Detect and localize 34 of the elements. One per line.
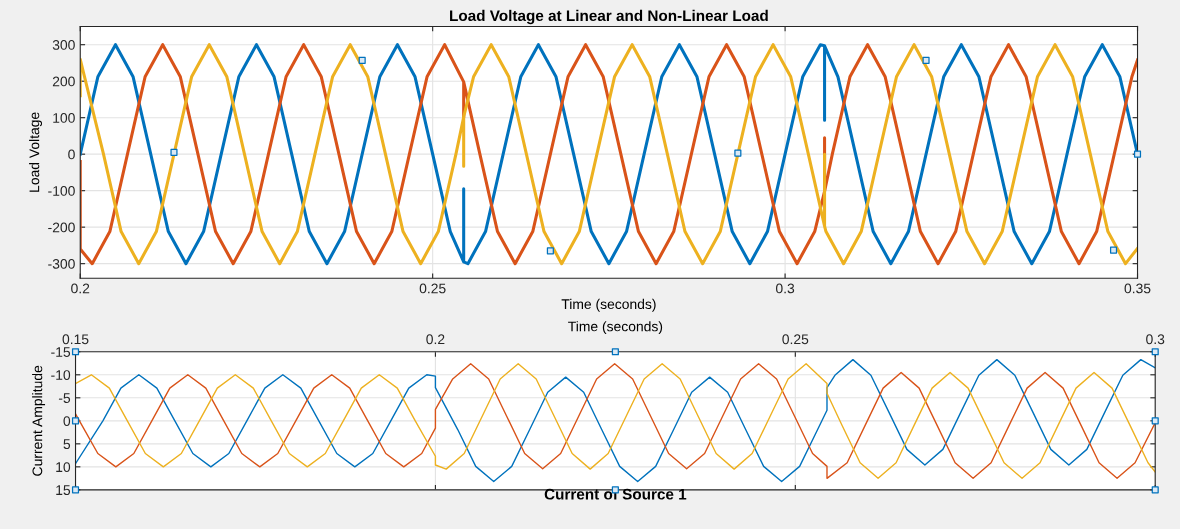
y-tick-label: -15: [51, 347, 71, 357]
y-tick-label: 0: [68, 149, 75, 160]
y-tick-label: 300: [52, 40, 75, 50]
y-tick-label: 5: [63, 439, 71, 449]
x-tick-label: 0.35: [1124, 283, 1151, 294]
chart-title: Load Voltage at Linear and Non-Linear Load: [450, 9, 768, 25]
point: [546, 247, 554, 255]
y-tick-label: -200: [48, 222, 75, 233]
point: [611, 348, 619, 356]
y-tick-label: 0: [63, 416, 71, 426]
x-tick-label: 0.25: [419, 283, 446, 294]
y-tick-label: -100: [48, 186, 75, 196]
y-axis-title: Current Amplitude: [32, 365, 46, 476]
point: [1109, 246, 1118, 254]
x-tick-label: 0.3: [775, 283, 795, 294]
y-tick-label: 200: [52, 76, 75, 87]
x-axis-title: Time (seconds): [561, 298, 656, 312]
x-tick-label: 0.2: [71, 283, 90, 294]
y-tick-label: 100: [53, 113, 75, 123]
point: [358, 56, 366, 64]
point: [734, 149, 742, 157]
x-tick-label: 0.3: [1146, 334, 1165, 345]
y-tick-label: 15: [56, 485, 71, 496]
y-axis-title: Load Voltage: [29, 112, 43, 192]
x-tick-label: 0.15: [62, 334, 89, 345]
y-tick-label: 10: [56, 462, 71, 473]
y-tick-label: -300: [48, 258, 75, 269]
point: [170, 148, 178, 156]
y-tick-label: -10: [51, 370, 71, 380]
x-tick-label: 0.2: [426, 334, 445, 345]
x-tick-label: 0.25: [782, 334, 809, 345]
x-axis-title: Time (seconds): [568, 321, 663, 335]
y-tick-label: -5: [58, 393, 71, 403]
point: [922, 56, 930, 64]
